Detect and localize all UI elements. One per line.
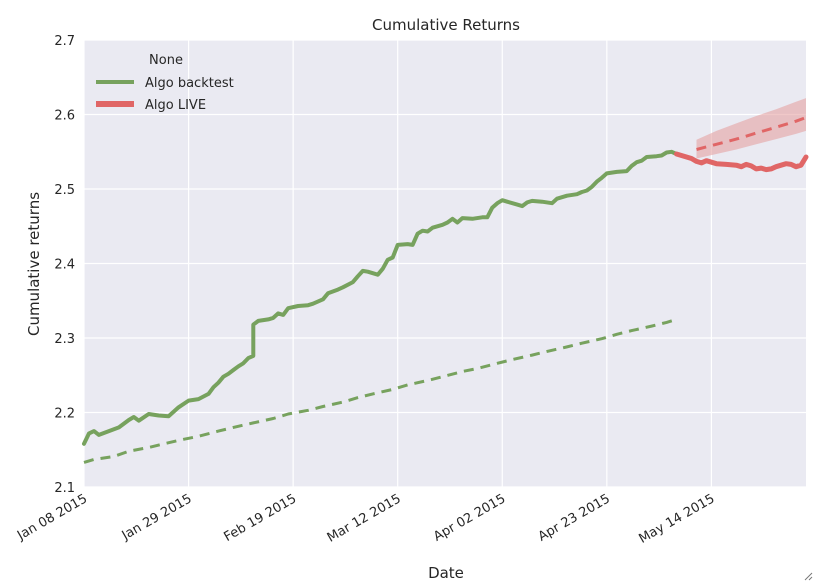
x-tick-label: Feb 19 2015 — [222, 491, 300, 544]
resize-grip-icon — [804, 572, 813, 581]
x-tick-label: Jan 29 2015 — [119, 491, 195, 543]
y-tick-label: 2.7 — [54, 34, 75, 49]
x-tick-label: Apr 23 2015 — [536, 491, 613, 544]
x-tick-label: Mar 12 2015 — [325, 491, 404, 545]
legend: None Algo backtest Algo LIVE — [96, 53, 234, 113]
x-tick-label: Jan 08 2015 — [14, 491, 90, 543]
legend-label-algo-live: Algo LIVE — [145, 98, 206, 113]
y-axis-label: Cumulative returns — [25, 192, 43, 336]
y-tick-label: 2.5 — [54, 183, 75, 198]
algo-backtest-line — [82, 149, 679, 446]
x-axis-ticks: Jan 08 2015 Jan 29 2015 Feb 19 2015 Mar 12 … — [14, 491, 717, 546]
series-layer — [82, 116, 809, 464]
y-tick-label: 2.4 — [54, 258, 75, 273]
confidence-band-layer — [696, 98, 806, 159]
grid — [83, 39, 806, 488]
y-tick-label: 2.6 — [54, 109, 75, 124]
y-tick-label: 2.1 — [54, 481, 75, 496]
algo-backtest-projection-line — [83, 317, 677, 464]
legend-label-algo-backtest: Algo backtest — [145, 76, 234, 91]
y-tick-label: 2.2 — [54, 407, 75, 422]
x-tick-label: May 14 2015 — [636, 491, 717, 546]
x-axis-label: Date — [428, 564, 464, 582]
algo-live-projection-line — [696, 116, 807, 151]
confidence-band — [696, 98, 806, 159]
x-tick-label: Apr 02 2015 — [431, 491, 508, 544]
legend-title: None — [149, 53, 183, 68]
y-axis-ticks: 2.1 2.2 2.3 2.4 2.5 2.6 2.7 — [54, 34, 75, 496]
y-tick-label: 2.3 — [54, 332, 75, 347]
chart-title: Cumulative Returns — [372, 16, 520, 34]
algo-live-line — [674, 151, 809, 173]
